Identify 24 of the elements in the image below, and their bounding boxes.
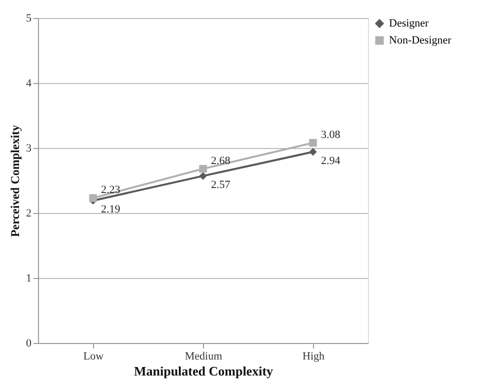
point (309, 148, 317, 156)
y-axis-title: Perceived Complexity (8, 124, 22, 238)
data-label: 2.68 (211, 154, 231, 167)
legend-label: Non-Designer (389, 34, 452, 46)
y-tick-label: 4 (26, 78, 32, 90)
y-tick-label: 0 (26, 338, 32, 350)
y-tick-label: 2 (26, 208, 32, 220)
y-tick-label: 3 (26, 142, 32, 154)
x-tick-label: High (302, 350, 325, 362)
data-label: 2.19 (101, 204, 121, 216)
x-tick-label: Medium (184, 350, 223, 362)
data-label: 2.23 (101, 184, 121, 196)
data-label: 2.94 (321, 154, 341, 167)
x-axis-title: Manipulated Complexity (134, 364, 274, 378)
point (309, 138, 317, 147)
legend-label: Designer (389, 18, 430, 30)
point (199, 172, 207, 180)
y-tick-label: 1 (26, 272, 32, 284)
y-tick-label: 5 (26, 12, 32, 24)
x-tick-label: Low (83, 350, 104, 362)
data-label: 2.57 (211, 178, 231, 191)
point (89, 194, 97, 202)
data-label: 3.08 (321, 128, 341, 141)
point (199, 164, 207, 173)
